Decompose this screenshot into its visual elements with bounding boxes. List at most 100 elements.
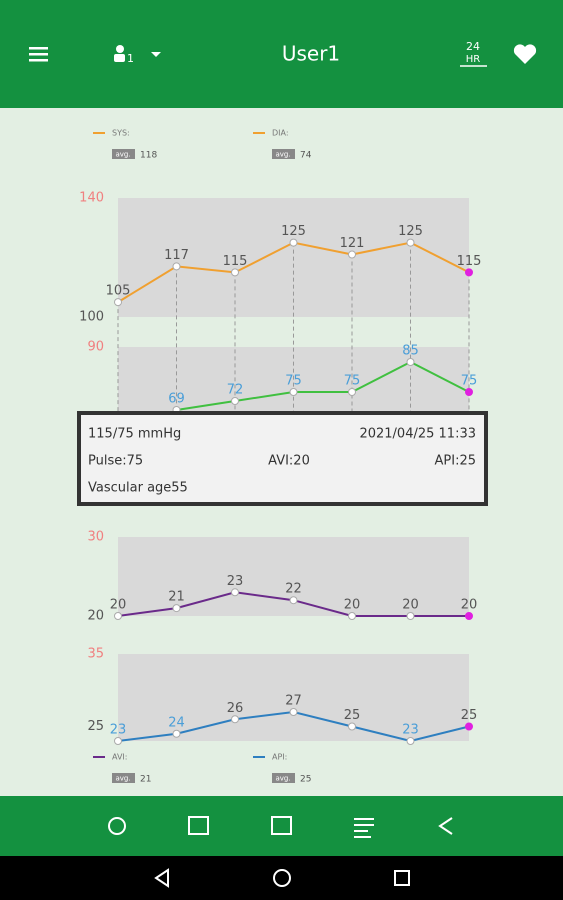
data-point: [465, 722, 473, 731]
icon-text: 24: [466, 40, 480, 53]
data-label: 75: [461, 374, 478, 389]
data-label: 85: [402, 344, 419, 359]
data-label: 21: [168, 590, 185, 605]
y-tick-label: 25: [87, 719, 104, 734]
tooltip-text: 115/75 mmHg: [88, 427, 181, 442]
data-point: [172, 604, 181, 613]
data-label: 20: [461, 598, 478, 613]
data-label: 115: [223, 254, 248, 269]
data-label: 20: [344, 598, 361, 613]
avg-badge: [112, 149, 135, 159]
data-label: 25: [344, 708, 361, 723]
legend-avg: 25: [300, 775, 311, 785]
plot-panel: [118, 654, 469, 741]
alarm-button[interactable]: [108, 817, 126, 835]
data-point: [289, 238, 298, 247]
tooltip-text: 2021/04/25 11:33: [359, 427, 476, 442]
data-label: 23: [110, 723, 127, 738]
data-label: 22: [285, 582, 302, 597]
user-selector[interactable]: 1: [114, 45, 161, 65]
health-button[interactable]: [513, 44, 537, 64]
avg-badge: [272, 773, 295, 783]
data-label: 117: [164, 248, 189, 263]
data-label: 121: [340, 236, 365, 251]
week-button[interactable]: [188, 816, 209, 835]
app-title: User1: [282, 42, 340, 66]
data-label: 27: [285, 694, 302, 709]
tooltip-text: AVI:20: [268, 454, 310, 469]
share-button[interactable]: [438, 817, 453, 835]
tooltip: 115/75 mmHg 2021/04/25 11:33 Pulse:75 AV…: [77, 411, 488, 506]
data-point: [172, 262, 181, 271]
data-point: [406, 358, 415, 366]
avg-badge: [272, 149, 295, 159]
data-point: [289, 596, 298, 605]
data-point: [114, 612, 122, 620]
data-label: 25: [461, 708, 478, 723]
home-button[interactable]: [273, 869, 291, 887]
y-tick-label: 30: [87, 530, 104, 545]
data-label: 23: [227, 574, 244, 589]
data-point: [465, 612, 473, 620]
data-point: [231, 397, 239, 405]
legend-label: SYS:: [112, 129, 130, 138]
y-tick-label: 90: [87, 340, 104, 355]
tooltip-text: Pulse:75: [88, 454, 143, 469]
data-label: 105: [106, 284, 131, 299]
legends: SYS: avg. 118 DIA: avg. 74 AVI: avg. 21 API: avg. 2…: [93, 129, 312, 785]
data-point: [348, 250, 356, 259]
avg-badge-text: avg.: [115, 151, 130, 159]
data-label: 24: [168, 715, 185, 730]
y-tick-label: 100: [79, 310, 104, 325]
data-point: [114, 737, 122, 745]
month-button[interactable]: [271, 816, 292, 835]
back-button[interactable]: [154, 868, 169, 888]
menu-button[interactable]: [29, 47, 48, 62]
icon-text: HR: [466, 54, 481, 65]
data-point: [289, 388, 298, 396]
legend-avg: 21: [140, 775, 151, 785]
data-point: [114, 298, 122, 307]
data-point: [348, 612, 356, 620]
user-number: 1: [127, 52, 134, 65]
data-point: [465, 268, 473, 277]
legend-label: DIA:: [272, 129, 289, 138]
legend-label: API:: [272, 753, 287, 762]
legend-avg: 74: [300, 151, 312, 161]
app-bar: [0, 0, 563, 108]
data-label: 115: [457, 254, 482, 269]
avg-badge-text: avg.: [115, 775, 130, 783]
avg-badge-text: avg.: [275, 151, 290, 159]
nav-bar: [0, 856, 563, 900]
list-button[interactable]: [354, 818, 374, 838]
24hr-button[interactable]: 24 HR: [460, 40, 487, 67]
data-point: [231, 268, 239, 277]
data-point: [172, 729, 181, 738]
data-label: 26: [227, 701, 244, 716]
data-label: 20: [110, 598, 127, 613]
y-tick-label: 140: [79, 191, 104, 206]
legend-avg: 118: [140, 151, 157, 161]
recent-button[interactable]: [394, 870, 410, 886]
data-label: 125: [398, 224, 423, 239]
data-point: [348, 722, 356, 731]
data-label: 69: [168, 392, 185, 407]
bottom-bar: [0, 796, 563, 856]
data-point: [231, 715, 239, 724]
series-line: [176, 360, 470, 411]
data-label: 72: [227, 383, 244, 398]
y-tick-label: 20: [87, 609, 104, 624]
avg-badge: [112, 773, 135, 783]
tooltip-text: Vascular age55: [88, 481, 188, 496]
legend-label: AVI:: [112, 753, 128, 762]
data-point: [231, 588, 239, 597]
data-label: 75: [344, 374, 361, 389]
data-label: 23: [402, 723, 419, 738]
data-point: [289, 708, 298, 716]
data-point: [465, 388, 473, 396]
y-tick-label: 35: [87, 647, 104, 662]
data-point: [406, 612, 415, 620]
